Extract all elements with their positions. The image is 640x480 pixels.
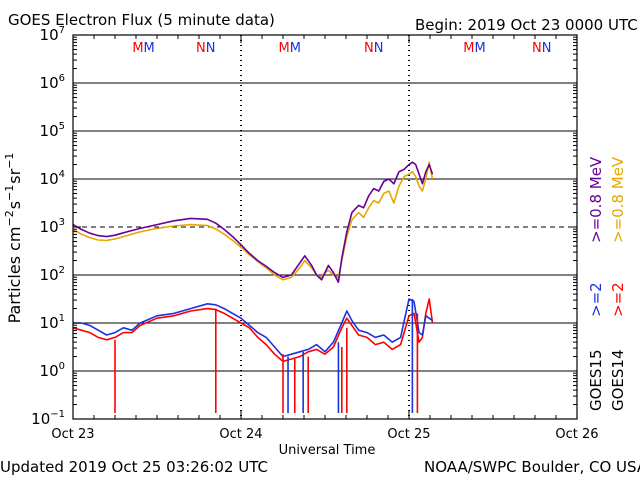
x-tick-label: Oct 25 — [387, 427, 430, 442]
legend-entry-orange-08mev: >=0.8 MeV — [609, 156, 627, 243]
satellite-marker: MM — [132, 41, 154, 56]
y-axis-label: Particles cm−2s−1sr−1 — [3, 153, 24, 324]
legend-satellite-goes14: GOES14 — [609, 349, 627, 411]
series-line-purple — [72, 161, 434, 284]
x-tick-label: Oct 26 — [555, 427, 598, 442]
satellite-marker: MM — [279, 41, 301, 56]
series-line-orange — [72, 161, 434, 281]
x-axis-label: Universal Time — [279, 443, 376, 458]
x-tick-label: Oct 23 — [51, 427, 94, 442]
x-tick-label: Oct 24 — [219, 427, 262, 442]
y-tick-label: 10−1 — [31, 409, 65, 428]
series-line-red — [72, 298, 434, 363]
legend-entry-blue-2mev: >=2 — [587, 282, 605, 317]
satellite-marker: MM — [463, 41, 485, 56]
y-tick-label: 100 — [40, 361, 65, 380]
y-tick-label: 105 — [40, 121, 65, 140]
begin-date: Begin: 2019 Oct 23 0000 UTC — [415, 16, 638, 34]
satellite-marker: NN — [196, 41, 215, 56]
series-line-blue — [73, 298, 433, 358]
satellite-marker: NN — [532, 41, 551, 56]
legend-satellite-goes15: GOES15 — [587, 349, 605, 411]
y-tick-label: 101 — [40, 313, 65, 332]
y-tick-label: 107 — [40, 25, 65, 44]
y-tick-label: 103 — [40, 217, 65, 236]
updated-timestamp: Updated 2019 Oct 25 03:26:02 UTC — [0, 458, 268, 476]
satellite-marker: NN — [364, 41, 383, 56]
y-tick-label: 106 — [40, 73, 65, 92]
y-tick-label: 102 — [40, 265, 65, 284]
data-source: NOAA/SWPC Boulder, CO USA — [424, 458, 640, 476]
chart-title: GOES Electron Flux (5 minute data) — [8, 11, 275, 29]
legend-entry-red-2mev: >=2 — [609, 282, 627, 317]
legend-entry-purple-08mev: >=0.8 MeV — [587, 156, 605, 243]
y-tick-label: 104 — [40, 169, 65, 188]
